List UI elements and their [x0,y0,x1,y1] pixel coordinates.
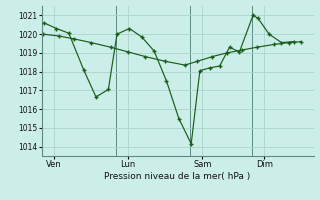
X-axis label: Pression niveau de la mer( hPa ): Pression niveau de la mer( hPa ) [104,172,251,181]
